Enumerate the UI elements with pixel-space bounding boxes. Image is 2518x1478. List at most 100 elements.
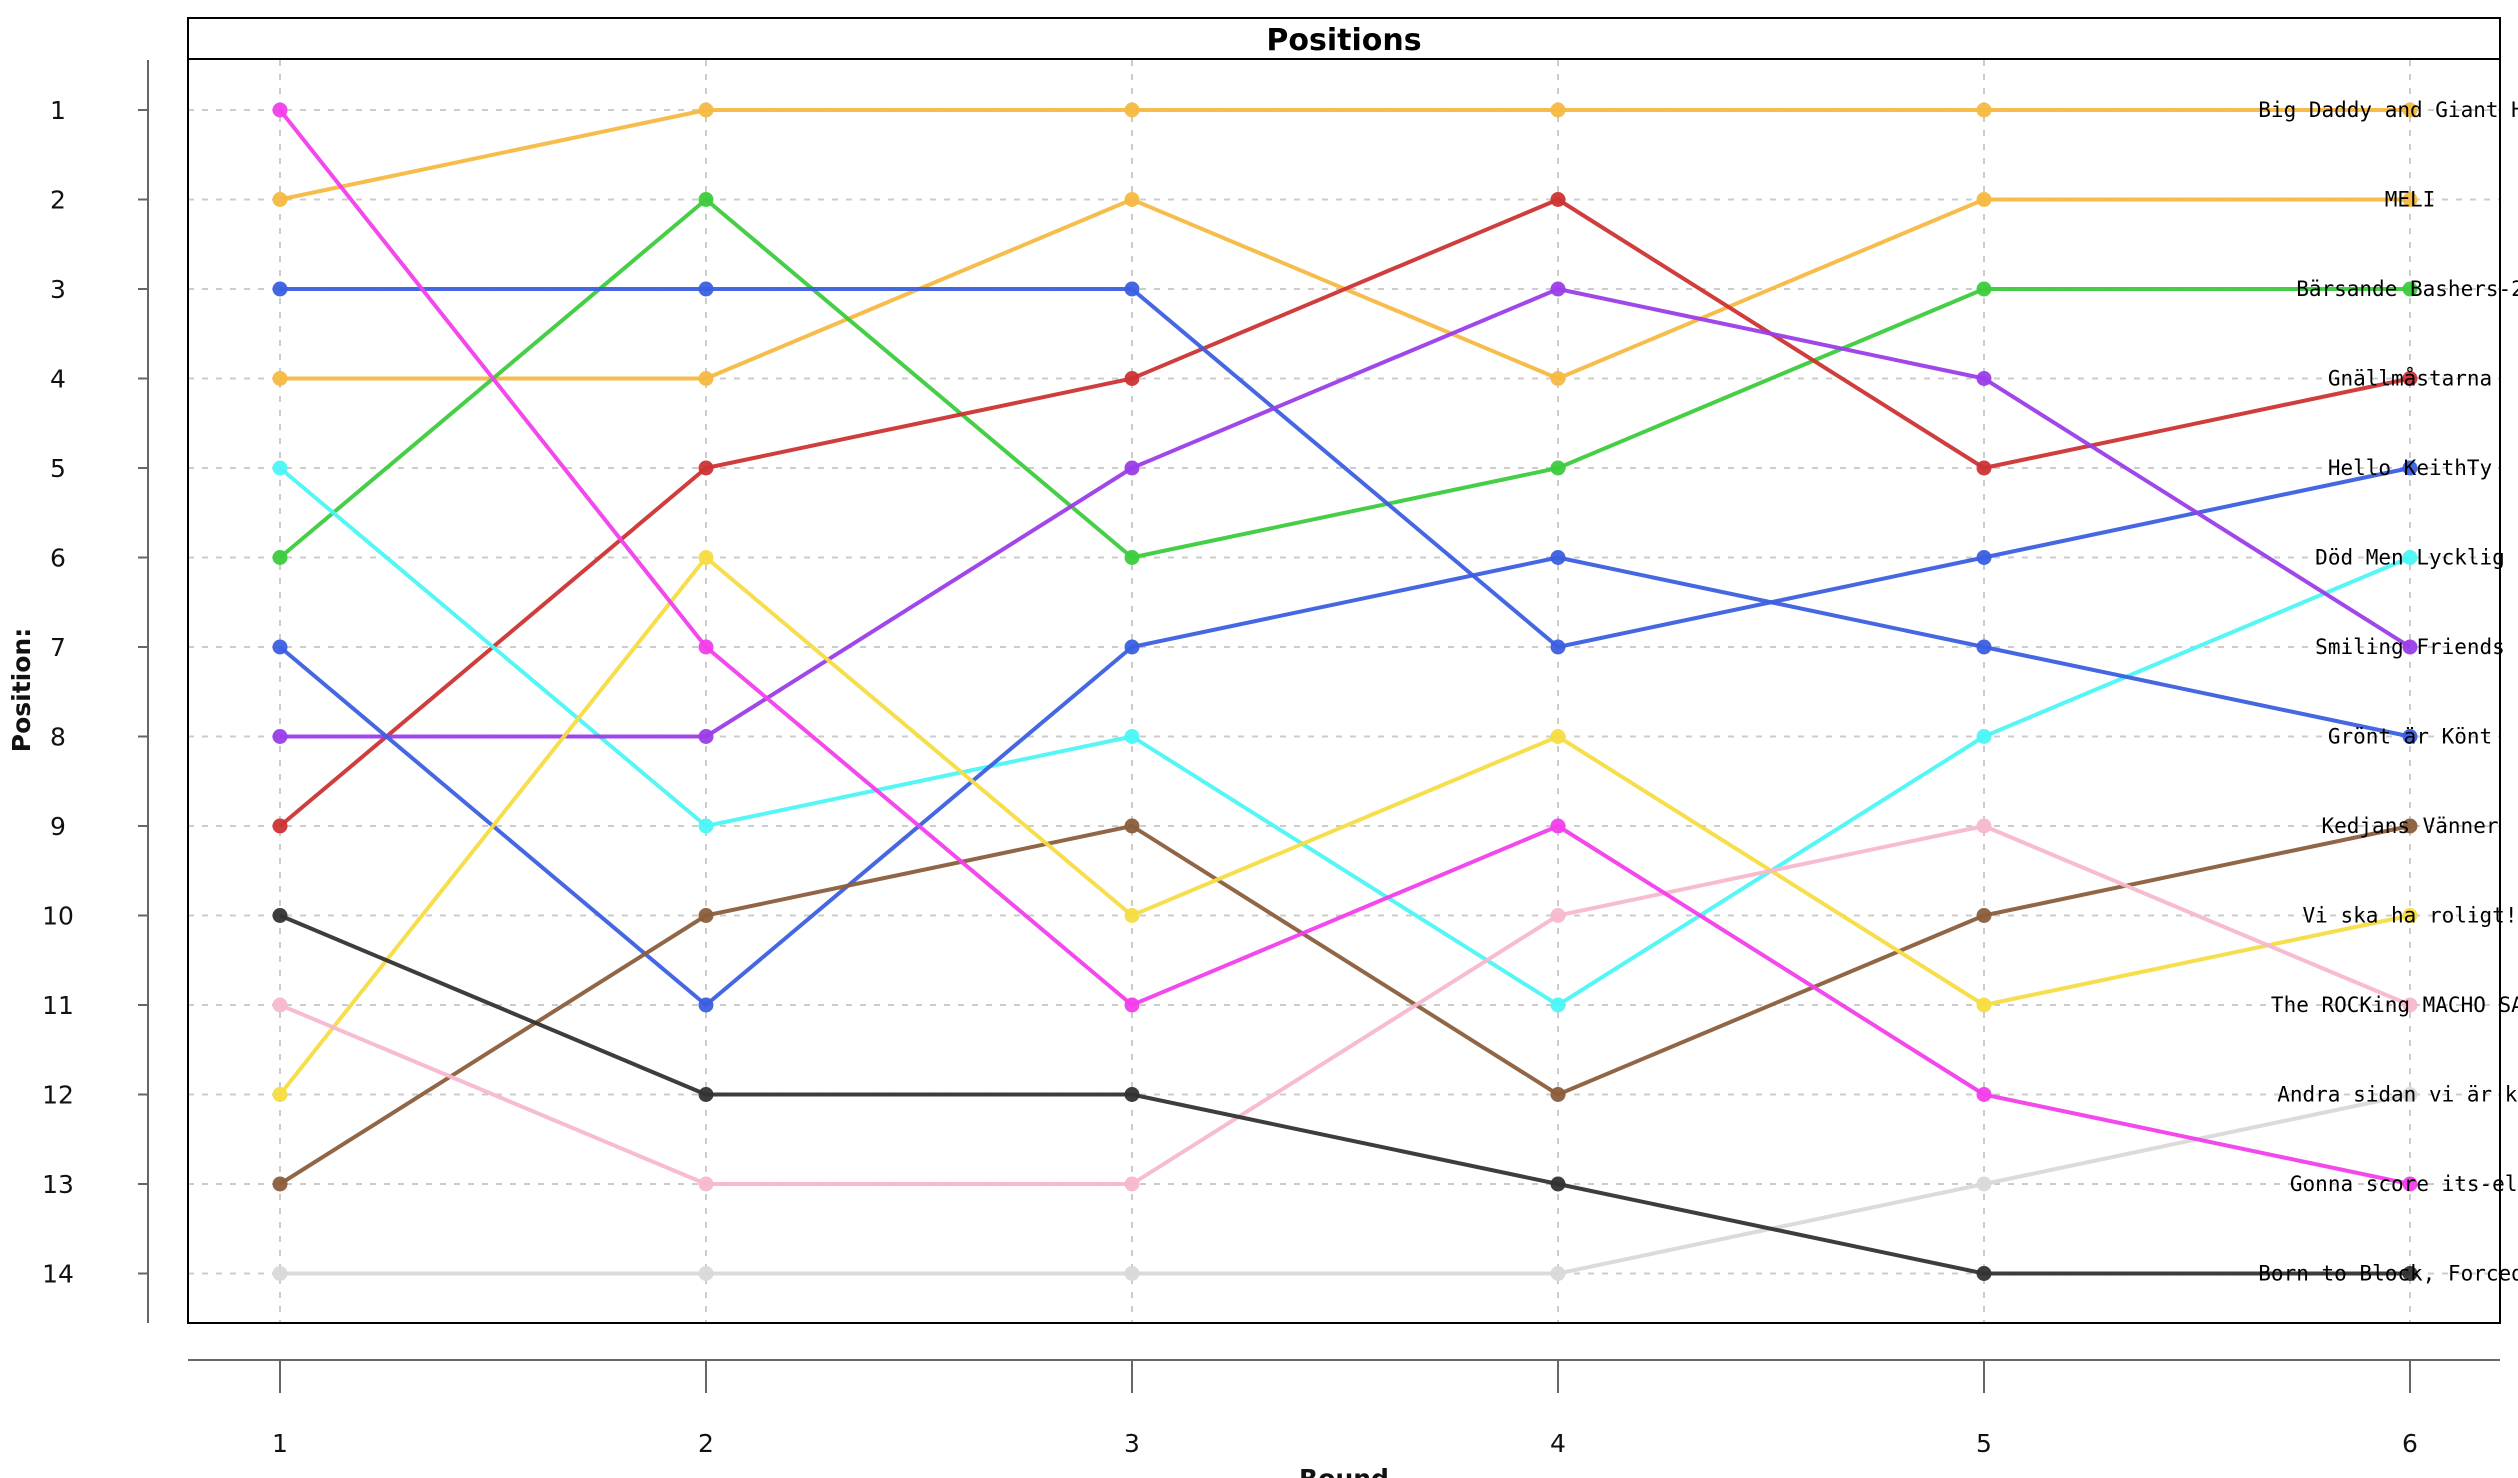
series-end-label: Grönt är Könt [2328,725,2492,749]
y-tick-label: 6 [50,544,66,573]
title-strip [187,17,2501,60]
data-point [1124,281,1140,297]
series-line [278,555,2411,1096]
data-point [1550,460,1566,476]
y-tick-label: 10 [42,902,74,931]
data-point [1124,729,1140,744]
series-line [280,1092,2411,1276]
series-end-label: Vi ska ha roligt! [2303,904,2518,928]
series-line [279,913,2410,1276]
data-point [698,102,714,118]
data-point [698,281,714,297]
data-point [2402,192,2418,207]
data-point [1550,729,1566,744]
series-line [278,108,2411,1186]
series-labels: Big Daddy and Giant Hays MELI Bärsande Bas… [2258,98,2518,1286]
data-point [1550,550,1566,565]
series-end-label: Hello KeithTy [2328,456,2492,480]
data-point [2402,639,2418,655]
data-point [272,550,288,565]
data-point [1124,639,1140,655]
data-point [1550,997,1566,1013]
data-point [2402,908,2418,923]
data-point [698,1266,714,1281]
y-tick-label: 12 [42,1081,74,1110]
data-point [1124,1266,1140,1281]
data-point [698,192,714,207]
data-point [1124,192,1140,207]
x-tick-label: 3 [1124,1429,1140,1458]
data-point [1550,192,1566,207]
data-point [1976,818,1992,834]
data-point [1976,997,1992,1013]
chart-title: Positions [1266,23,1421,58]
data-point [272,102,288,118]
series-end-label: Smiling Friends [2315,635,2505,659]
data-point [1124,818,1140,834]
series-line [278,824,2411,1186]
data-point [2402,550,2418,565]
data-point [2402,818,2418,834]
data-point [1976,729,1992,744]
y-tick-label: 3 [50,275,66,304]
series-end-label: Gonna score its-elf [2290,1172,2518,1196]
data-point [1976,1176,1992,1192]
series-end-label: Born to Block, Forced to [2258,1262,2518,1286]
y-axis-label: Position: [7,628,36,752]
series-line [278,197,2411,828]
x-tick-label: 2 [698,1429,714,1458]
series-line [279,824,2411,1186]
y-tick-label: 5 [50,454,66,483]
data-point [698,818,714,834]
series-line [279,108,2410,202]
series-end-label: Död Men Lycklig [2315,546,2505,570]
data-point [2402,1266,2418,1281]
data-point [1550,639,1566,655]
data-point [2402,371,2418,386]
data-point [2402,281,2418,297]
x-axis-label: Round [1299,1464,1389,1478]
x-tick-label: 1 [272,1429,288,1458]
data-point [698,997,714,1013]
y-tick-label: 8 [50,723,66,752]
x-tick-label: 4 [1550,1429,1566,1458]
data-point [1124,102,1140,118]
series-end-label: Andra sidan vi är kla [2277,1083,2518,1107]
data-point [1550,102,1566,118]
y-tick-label: 14 [42,1260,74,1289]
data-point [698,550,714,565]
data-point [1550,281,1566,297]
series [272,102,2418,1281]
data-point [272,460,288,476]
data-point [698,1176,714,1192]
data-point [2402,1087,2418,1102]
data-point [272,1087,288,1102]
series-end-label: MELI [2385,188,2436,212]
series-end-label: Gnällmåstarna [2328,366,2492,391]
y-tick-label: 13 [42,1170,74,1199]
data-point [1550,371,1566,386]
series-line [278,555,2411,1007]
data-point [1124,1087,1140,1102]
series-line [278,197,2410,560]
data-point [1124,1176,1140,1192]
series-line [278,466,2411,1007]
data-point [1550,1266,1566,1281]
data-point [2402,997,2418,1013]
y-tick-label: 4 [50,365,66,394]
data-point [1124,550,1140,565]
data-point [1550,908,1566,923]
series-end-label: Bärsande Bashers-2 [2296,277,2518,301]
x-tick-label: 6 [2402,1429,2418,1458]
grid [188,60,2500,1323]
data-point [2402,460,2418,476]
data-point [1976,102,1992,118]
data-point [1976,1087,1992,1102]
plot-frame [187,17,2501,1324]
data-point [1976,371,1992,386]
series-end-label: Kedjans Vänner [2321,814,2498,838]
data-point [272,1176,288,1192]
data-point [272,997,288,1013]
data-point [2402,729,2418,744]
data-point [272,192,288,207]
